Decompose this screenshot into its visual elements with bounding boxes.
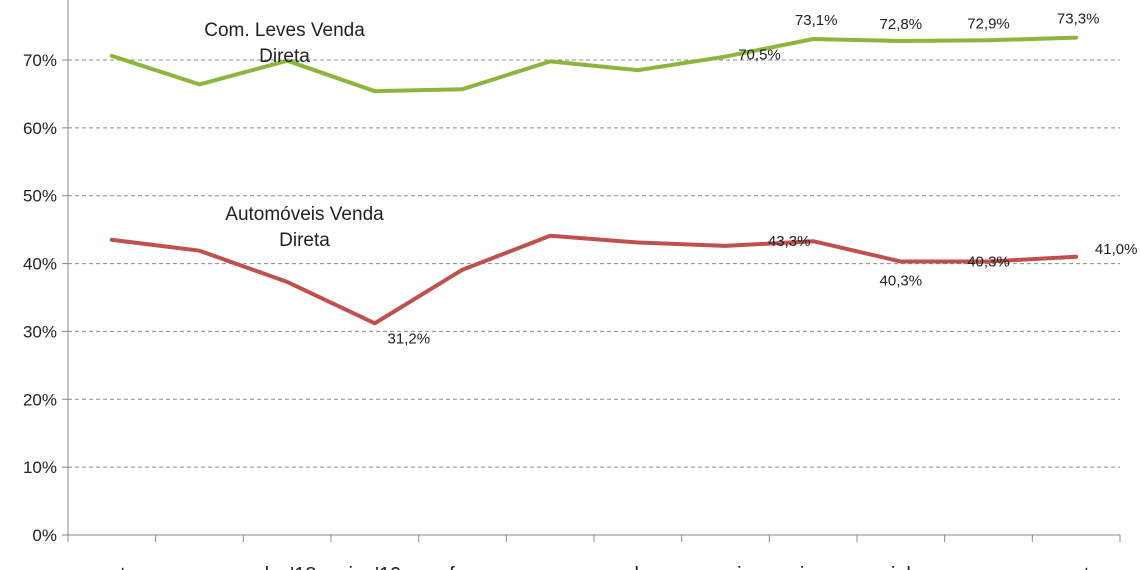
series-line-2 xyxy=(109,233,1079,326)
data-label: 43,3% xyxy=(768,233,811,250)
series-label: Direta xyxy=(279,230,330,251)
x-tick-label: nov xyxy=(183,564,215,570)
data-label: 40,3% xyxy=(967,254,1010,271)
data-label: 41,0% xyxy=(1095,241,1138,258)
y-tick-label: 20% xyxy=(23,390,57,409)
data-label: 70,5% xyxy=(738,47,781,64)
series-label: Automóveis Venda xyxy=(225,204,384,225)
series-lines xyxy=(109,35,1079,326)
y-tick-label: 60% xyxy=(23,119,57,138)
data-label: 73,3% xyxy=(1057,11,1100,28)
x-tick-label: abr xyxy=(623,564,652,570)
x-tick-label: ago xyxy=(972,564,1005,570)
x-tick-label: jan'19 xyxy=(347,564,401,570)
y-tick-label: 10% xyxy=(23,458,57,477)
x-tick-label: fev xyxy=(449,564,476,570)
series-labels: Com. Leves Venda Direta Automóveis Venda Di… xyxy=(204,20,384,251)
series-line-1 xyxy=(109,35,1079,94)
data-label: 72,9% xyxy=(967,15,1010,32)
x-tick-label: mai xyxy=(709,564,741,570)
x-axis: out nov dez'18 jan'19 fev mar abr mai jun jul ago s… xyxy=(67,0,1121,570)
y-tick-label: 30% xyxy=(23,322,57,341)
y-axis-ticks: 0% 10% 20% 30% 40% 50% 60% 70% xyxy=(23,51,68,545)
y-tick-label: 50% xyxy=(23,187,57,206)
x-tick-label: set xyxy=(1063,564,1090,570)
y-tick-label: 70% xyxy=(23,51,57,70)
y-tick-label: 40% xyxy=(23,255,57,274)
series-label: Com. Leves Venda xyxy=(204,20,365,41)
data-label: 31,2% xyxy=(388,330,431,347)
gridlines xyxy=(68,59,1120,468)
x-tick-label: dez'18 xyxy=(258,564,316,570)
x-tick-label: out xyxy=(98,564,126,570)
series-label: Direta xyxy=(259,46,310,67)
data-label: 40,3% xyxy=(880,273,923,290)
x-tick-label: jul xyxy=(890,564,911,570)
data-label: 73,1% xyxy=(795,12,838,29)
x-tick-label: jun xyxy=(799,564,827,570)
data-labels: 70,5% 73,1% 72,8% 72,9% 73,3% 31,2% 43,3% 40,3%… xyxy=(388,11,1138,348)
y-tick-label: 0% xyxy=(32,526,57,545)
data-label: 72,8% xyxy=(880,16,923,33)
x-tick-label: mar xyxy=(533,564,568,570)
